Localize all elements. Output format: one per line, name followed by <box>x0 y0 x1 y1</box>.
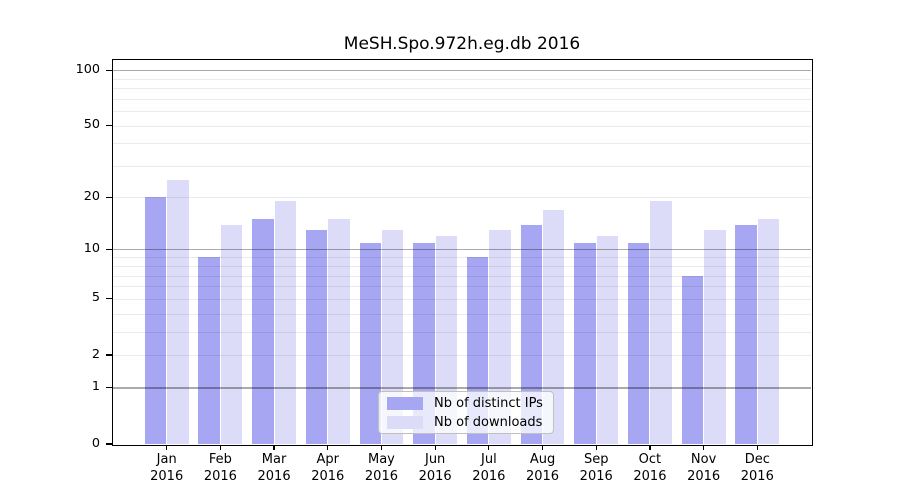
legend-swatch-distinct-ips-icon <box>387 396 423 410</box>
y-tick-mark <box>105 69 113 71</box>
grid-layer <box>113 60 811 444</box>
bar-distinct-ips <box>305 230 328 444</box>
y-tick-mark <box>105 443 113 445</box>
legend-row-downloads: Nb of downloads <box>387 413 545 432</box>
y-tick-label: 5 <box>91 290 100 306</box>
x-tick-label: Jan 2016 <box>150 452 184 484</box>
x-tick-label: May 2016 <box>364 452 398 484</box>
legend: Nb of distinct IPs Nb of downloads <box>378 391 554 434</box>
bar-downloads <box>757 219 780 444</box>
legend-row-distinct-ips: Nb of distinct IPs <box>387 394 545 413</box>
legend-swatch-downloads-icon <box>387 415 423 429</box>
grid-line-minor <box>113 313 811 315</box>
grid-line-minor <box>113 88 811 90</box>
plot-area: Nb of distinct IPs Nb of downloads <box>111 58 813 446</box>
x-tick-mark <box>649 445 651 450</box>
y-tick-label: 2 <box>91 346 100 362</box>
legend-label-distinct-ips: Nb of distinct IPs <box>434 395 543 411</box>
bar-downloads <box>167 180 189 444</box>
x-tick-label: Feb 2016 <box>203 452 237 484</box>
x-tick-label: Oct 2016 <box>633 452 667 484</box>
y-tick-label: 50 <box>83 117 100 133</box>
bar-downloads <box>650 201 672 444</box>
x-tick-label: Mar 2016 <box>257 452 291 484</box>
bar-distinct-ips <box>198 257 220 444</box>
y-tick-label: 1 <box>91 379 100 395</box>
grid-line-minor <box>113 125 811 127</box>
grid-line-minor <box>113 143 811 145</box>
x-tick-mark <box>488 445 490 450</box>
x-tick-label: Sep 2016 <box>579 452 613 484</box>
x-tick-mark <box>273 445 275 450</box>
grid-line-minor <box>113 98 811 100</box>
bar-downloads <box>381 230 404 444</box>
bar-distinct-ips <box>681 275 704 444</box>
x-tick-label: Apr 2016 <box>311 452 345 484</box>
y-tick-label: 10 <box>83 241 100 257</box>
x-tick-mark <box>380 445 383 450</box>
x-tick-mark <box>541 445 544 450</box>
bar-distinct-ips <box>359 242 381 444</box>
bar-distinct-ips <box>144 197 167 444</box>
grid-line-minor <box>113 355 811 356</box>
x-tick-label: Nov 2016 <box>687 452 721 484</box>
grid-line-minor <box>113 257 811 259</box>
legend-label-downloads: Nb of downloads <box>434 414 543 430</box>
bar-distinct-ips <box>735 224 757 444</box>
bar-distinct-ips <box>520 224 543 444</box>
x-tick-mark <box>703 445 705 450</box>
grid-line-minor <box>113 165 811 167</box>
y-tick-mark <box>105 249 113 251</box>
grid-line-minor <box>113 298 811 300</box>
y-tick-label: 0 <box>91 435 100 451</box>
bar-downloads <box>489 230 511 444</box>
x-tick-mark <box>756 445 758 450</box>
y-tick-mark <box>105 354 113 356</box>
bars-layer <box>113 60 811 444</box>
bar-downloads <box>220 224 243 444</box>
grid-line-minor <box>113 78 811 80</box>
bar-distinct-ips <box>574 242 596 444</box>
x-tick-mark <box>434 445 436 450</box>
grid-line-major <box>113 69 811 71</box>
bar-downloads <box>274 201 296 444</box>
grid-line-minor <box>113 275 811 277</box>
bar-downloads <box>704 230 726 444</box>
x-tick-label: Aug 2016 <box>525 452 560 484</box>
x-tick-mark <box>327 445 329 450</box>
x-tick-label: Dec 2016 <box>740 452 774 484</box>
chart-title: MeSH.Spo.972h.eg.db 2016 <box>343 34 581 54</box>
y-tick-label: 20 <box>83 188 100 204</box>
grid-line-major <box>113 387 811 389</box>
x-tick-mark <box>595 445 597 450</box>
x-tick-label: Jul 2016 <box>472 452 506 484</box>
bar-distinct-ips <box>628 242 650 444</box>
bar-downloads <box>596 236 619 444</box>
bar-downloads <box>328 219 350 444</box>
x-tick-mark <box>166 445 168 450</box>
grid-line-minor <box>113 266 811 268</box>
y-tick-mark <box>105 196 113 198</box>
y-tick-mark <box>105 124 113 127</box>
bar-downloads <box>543 209 565 444</box>
y-tick-mark <box>105 298 113 300</box>
grid-line-major <box>113 249 811 251</box>
grid-line-minor <box>113 286 811 288</box>
y-tick-mark <box>105 387 113 389</box>
y-tick-label: 100 <box>75 61 100 77</box>
bar-distinct-ips <box>252 219 274 444</box>
grid-line-minor <box>113 331 811 333</box>
x-tick-mark <box>219 445 221 450</box>
x-tick-label: Jun 2016 <box>418 452 452 484</box>
grid-line-minor <box>113 111 811 113</box>
grid-line-minor <box>113 197 811 199</box>
